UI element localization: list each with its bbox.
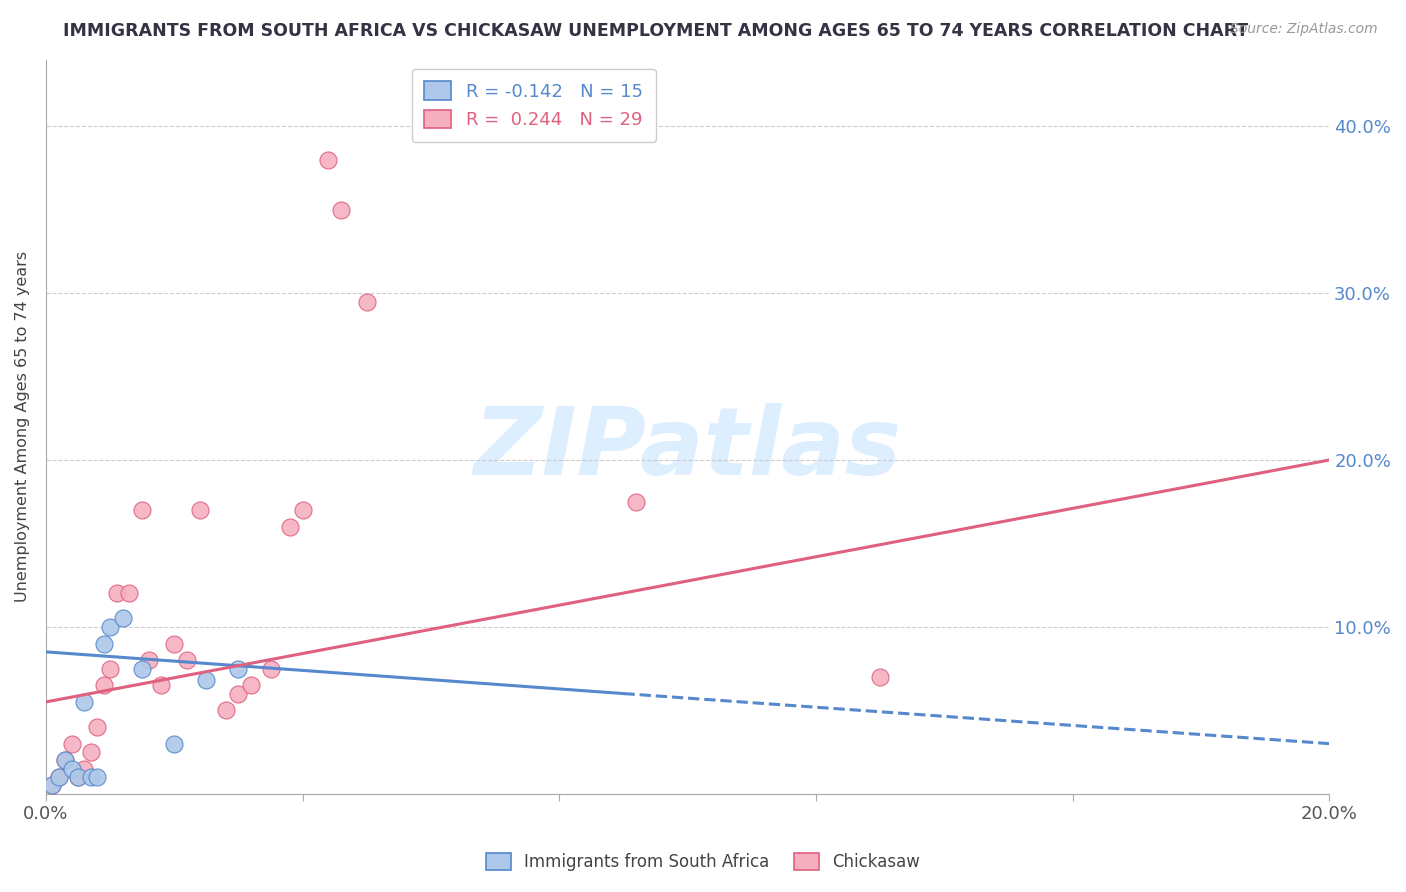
Point — [138, 653, 160, 667]
Point — [41, 778, 63, 792]
Legend: R = -0.142   N = 15, R =  0.244   N = 29: R = -0.142 N = 15, R = 0.244 N = 29 — [412, 69, 655, 142]
Point — [86, 720, 108, 734]
Point — [259, 661, 281, 675]
Point — [73, 695, 96, 709]
Point — [316, 153, 339, 167]
Point — [356, 294, 378, 309]
Point — [240, 678, 263, 692]
Point — [195, 673, 218, 688]
Point — [291, 503, 314, 517]
Point — [278, 520, 301, 534]
Point — [105, 586, 128, 600]
Point — [131, 661, 153, 675]
Point — [73, 762, 96, 776]
Point — [118, 586, 141, 600]
Point — [330, 202, 353, 217]
Point — [60, 737, 83, 751]
Point — [67, 770, 90, 784]
Point — [150, 678, 173, 692]
Text: ZIPatlas: ZIPatlas — [474, 402, 901, 495]
Point — [131, 503, 153, 517]
Y-axis label: Unemployment Among Ages 65 to 74 years: Unemployment Among Ages 65 to 74 years — [15, 251, 30, 602]
Point — [60, 762, 83, 776]
Point — [111, 611, 134, 625]
Point — [869, 670, 891, 684]
Point — [98, 620, 121, 634]
Point — [228, 661, 250, 675]
Point — [53, 753, 76, 767]
Point — [93, 636, 115, 650]
Text: IMMIGRANTS FROM SOUTH AFRICA VS CHICKASAW UNEMPLOYMENT AMONG AGES 65 TO 74 YEARS: IMMIGRANTS FROM SOUTH AFRICA VS CHICKASA… — [63, 22, 1249, 40]
Point — [163, 636, 186, 650]
Point — [214, 703, 236, 717]
Point — [48, 770, 70, 784]
Point — [626, 494, 648, 508]
Text: Source: ZipAtlas.com: Source: ZipAtlas.com — [1230, 22, 1378, 37]
Point — [67, 770, 90, 784]
Point — [80, 770, 103, 784]
Point — [98, 661, 121, 675]
Point — [188, 503, 211, 517]
Point — [228, 687, 250, 701]
Point — [80, 745, 103, 759]
Point — [86, 770, 108, 784]
Point — [163, 737, 186, 751]
Point — [176, 653, 198, 667]
Point — [48, 770, 70, 784]
Point — [41, 778, 63, 792]
Point — [53, 753, 76, 767]
Point — [93, 678, 115, 692]
Legend: Immigrants from South Africa, Chickasaw: Immigrants from South Africa, Chickasaw — [477, 845, 929, 880]
